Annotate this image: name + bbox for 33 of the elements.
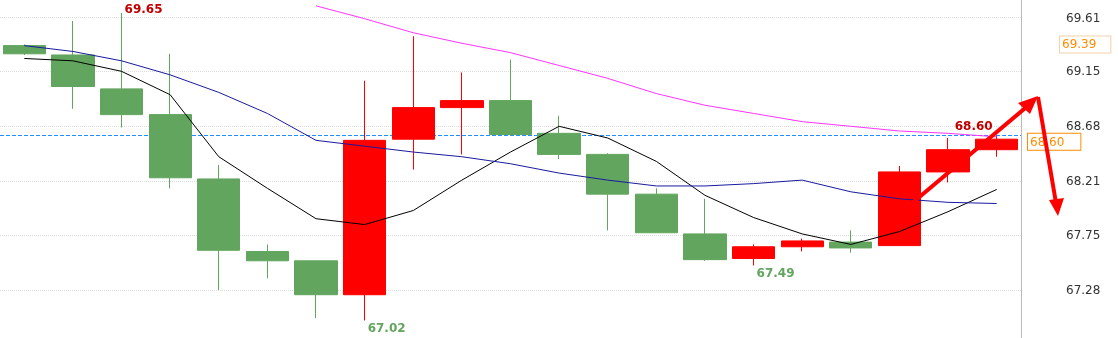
candlestick bbox=[294, 260, 338, 319]
candlestick bbox=[392, 35, 435, 171]
candlestick bbox=[149, 53, 192, 189]
text: 68.60 bbox=[954, 118, 993, 133]
y-tick-label: 68.21 bbox=[1066, 174, 1101, 189]
line-series bbox=[23, 45, 998, 204]
candlestick bbox=[635, 187, 678, 234]
line-series bbox=[23, 57, 998, 245]
candlestick bbox=[343, 80, 386, 321]
candlestick bbox=[100, 12, 143, 128]
candlestick bbox=[926, 137, 970, 183]
line-series bbox=[315, 5, 998, 138]
y-tick-label: 67.28 bbox=[1066, 283, 1101, 298]
candlestick bbox=[489, 59, 532, 137]
candlestick bbox=[3, 43, 46, 56]
text: 67.49 bbox=[756, 266, 795, 281]
candlestick bbox=[246, 243, 289, 279]
candlestick bbox=[586, 152, 629, 231]
y-tick-label: 68.68 bbox=[1066, 119, 1101, 134]
candlestick bbox=[440, 72, 484, 155]
candlestick bbox=[51, 20, 95, 110]
candlestick bbox=[683, 198, 727, 262]
y-tick-label: 69.61 bbox=[1066, 10, 1101, 25]
text: 67.02 bbox=[367, 321, 406, 336]
candlestick bbox=[537, 115, 581, 160]
y-tick-label: 67.75 bbox=[1066, 228, 1101, 243]
candlestick bbox=[781, 238, 824, 252]
candlestick bbox=[732, 243, 775, 266]
candlestick bbox=[878, 165, 921, 247]
candlestick bbox=[197, 164, 240, 291]
y-tick-label: 69.15 bbox=[1066, 64, 1101, 79]
text: 69.39 bbox=[1062, 37, 1097, 52]
text: 69.65 bbox=[124, 2, 163, 16]
